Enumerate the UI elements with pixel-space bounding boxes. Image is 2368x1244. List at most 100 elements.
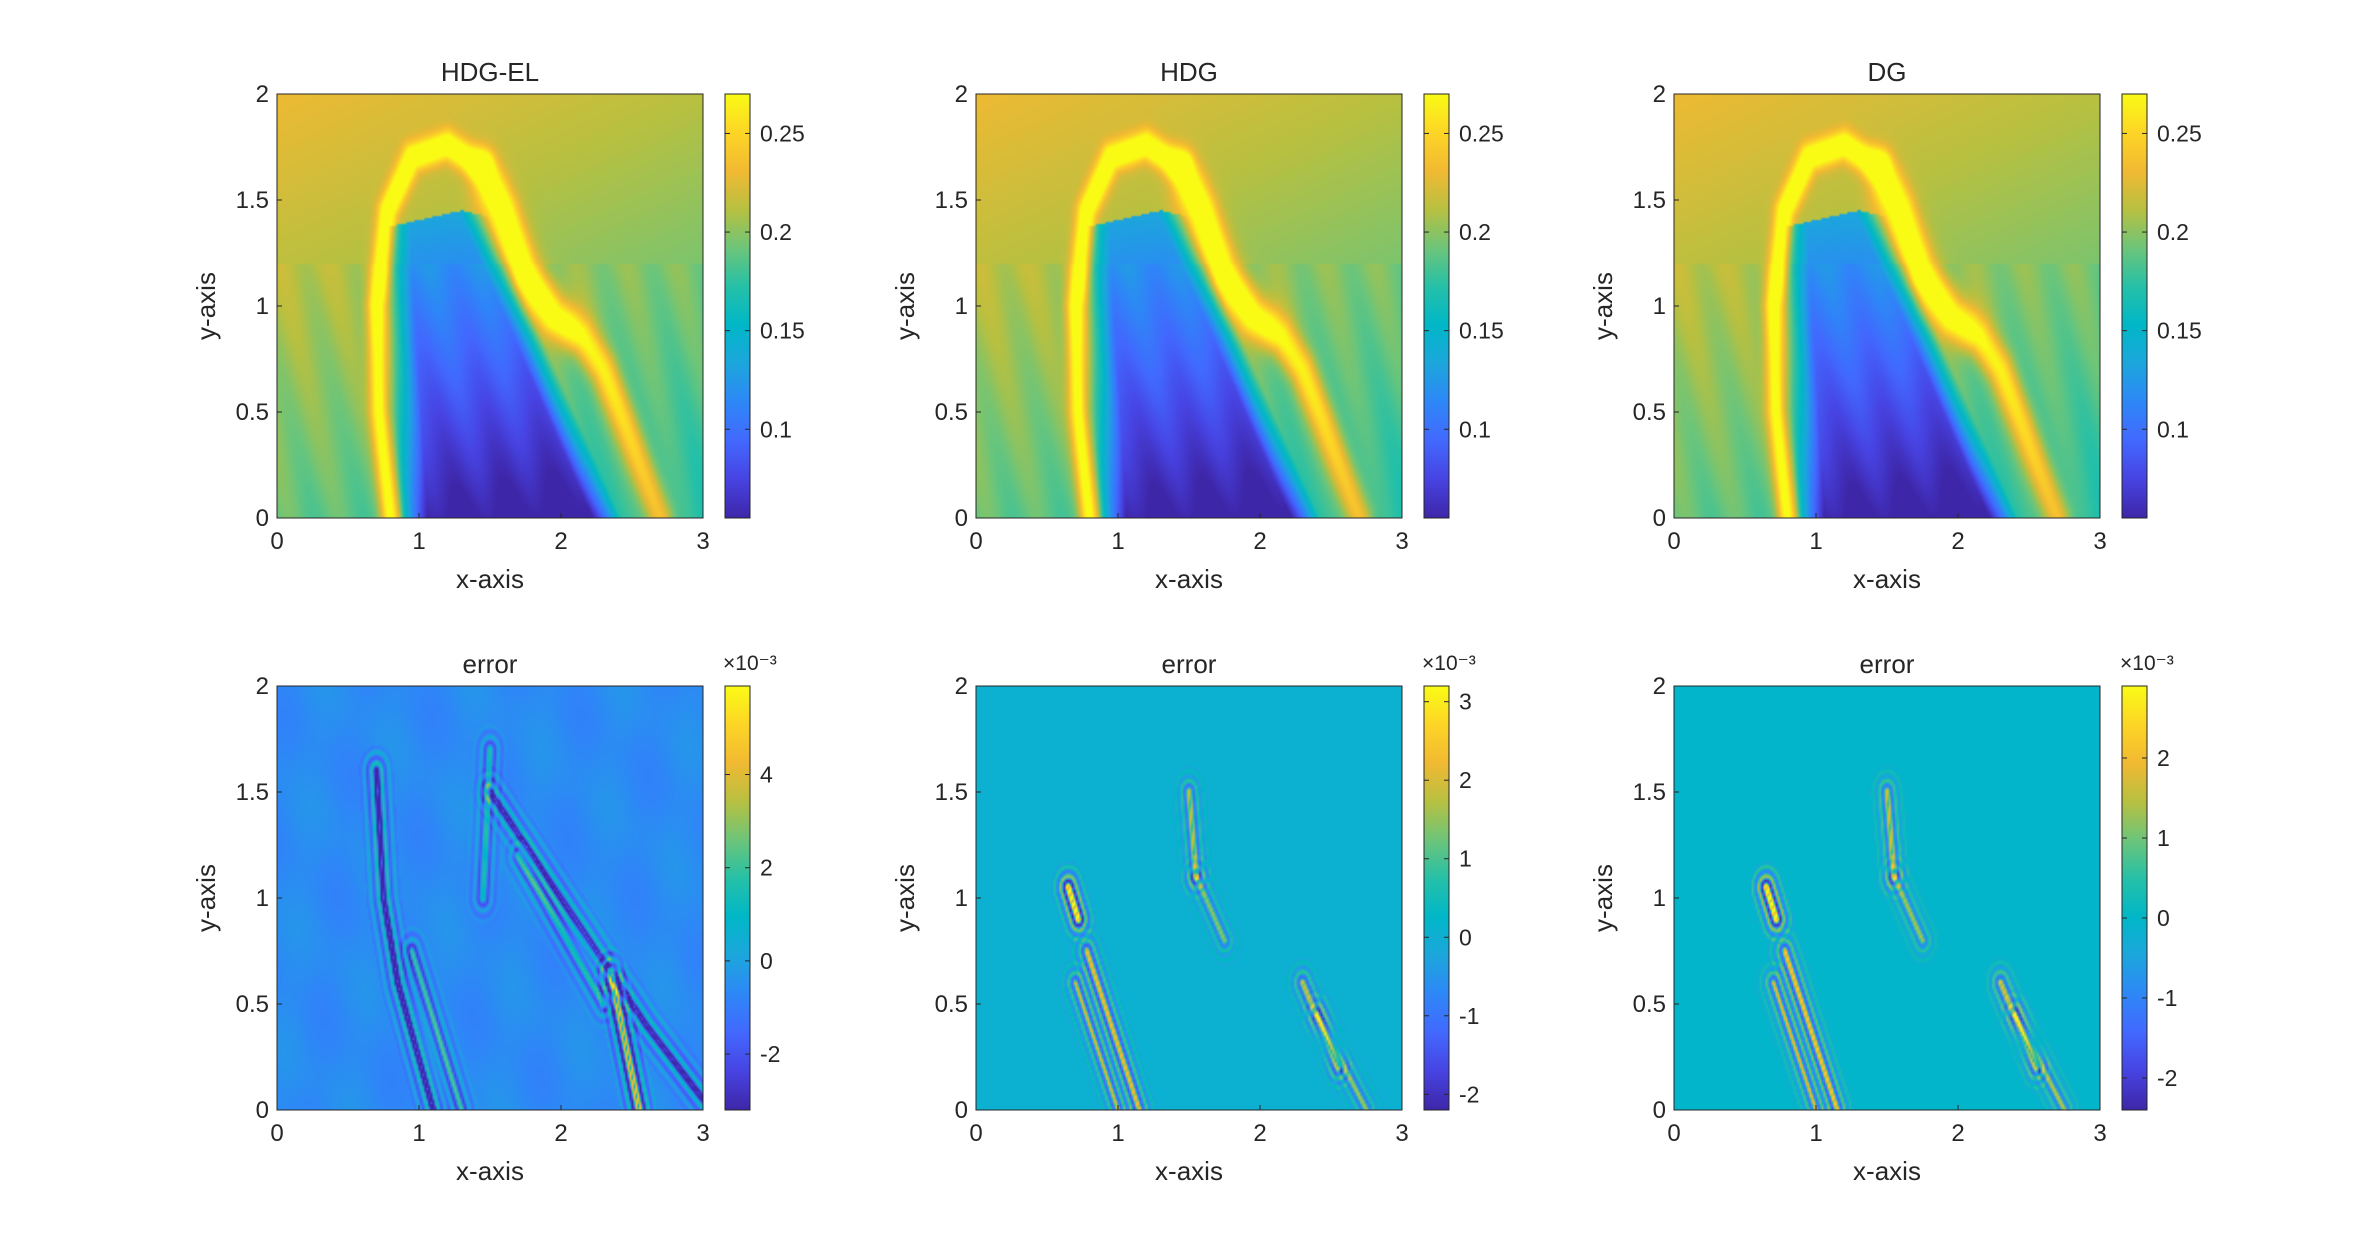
heatmap-image bbox=[277, 686, 703, 1110]
plot-title: error bbox=[1860, 649, 1915, 679]
colorbar-tick-label: -1 bbox=[1459, 1003, 1479, 1029]
colorbar-tick-label: 0.15 bbox=[1459, 318, 1504, 344]
x-tick-label: 0 bbox=[969, 528, 982, 555]
x-tick-label: 2 bbox=[1253, 1120, 1266, 1147]
x-axis-label: x-axis bbox=[1853, 564, 1921, 594]
x-tick-label: 0 bbox=[1667, 1120, 1680, 1147]
colorbar-multiplier: ×10⁻³ bbox=[2120, 652, 2174, 675]
y-tick-label: 1.5 bbox=[935, 187, 968, 214]
x-tick-label: 2 bbox=[554, 1120, 567, 1147]
colorbar-tick-label: -2 bbox=[760, 1041, 780, 1067]
colorbar-tick-label: 0 bbox=[1459, 924, 1472, 950]
y-tick-label: 1 bbox=[955, 885, 968, 912]
y-tick-label: 0.5 bbox=[935, 399, 968, 426]
plot-title: HDG-EL bbox=[441, 57, 539, 87]
colorbar-tick-label: 0.2 bbox=[760, 219, 792, 245]
heatmap-image bbox=[976, 94, 1402, 518]
colorbar-tick-label: 0 bbox=[2157, 905, 2170, 931]
x-tick-label: 1 bbox=[1111, 528, 1124, 555]
colorbar-multiplier: ×10⁻³ bbox=[723, 652, 777, 675]
y-tick-label: 0 bbox=[256, 505, 269, 532]
colorbar-tick-label: 0.25 bbox=[2157, 120, 2202, 146]
subplot-5: error 0 1 2 3 0 0.5 1 1.5 2 x-axis y-axis -2 -1 0 1 2 3 ×1… bbox=[890, 649, 1479, 1186]
y-tick-label: 1 bbox=[1653, 885, 1666, 912]
subplot-4: error 0 1 2 3 0 0.5 1 1.5 2 x-axis y-axis -2 0 2 4 ×10⁻³ bbox=[191, 649, 780, 1186]
colorbar-tick-label: 0.1 bbox=[2157, 416, 2189, 442]
x-tick-label: 0 bbox=[969, 1120, 982, 1147]
y-tick-label: 1.5 bbox=[1633, 187, 1666, 214]
y-tick-label: 0.5 bbox=[1633, 399, 1666, 426]
y-tick-label: 0 bbox=[256, 1097, 269, 1124]
colorbar bbox=[1423, 93, 1450, 519]
y-tick-label: 1.5 bbox=[1633, 779, 1666, 806]
colorbar-tick-label: -2 bbox=[2157, 1065, 2177, 1091]
y-axis-label: y-axis bbox=[191, 864, 221, 932]
x-tick-label: 3 bbox=[1395, 1120, 1408, 1147]
y-tick-label: 0 bbox=[1653, 505, 1666, 532]
heatmap-image bbox=[1674, 686, 2100, 1110]
x-tick-label: 3 bbox=[2093, 528, 2106, 555]
colorbar-tick-label: 3 bbox=[1459, 689, 1472, 715]
y-tick-label: 0 bbox=[955, 1097, 968, 1124]
subplot-3: DG 0 1 2 3 0 0.5 1 1.5 2 x-axis y-axis 0.1 0.15 0.2 0.2… bbox=[1588, 57, 2202, 594]
x-tick-label: 3 bbox=[696, 528, 709, 555]
colorbar-tick-label: 0.1 bbox=[1459, 416, 1491, 442]
colorbar-tick-label: 2 bbox=[2157, 745, 2170, 771]
plot-title: error bbox=[463, 649, 518, 679]
heatmap-image bbox=[277, 94, 703, 518]
colorbar-tick-label: 0 bbox=[760, 948, 773, 974]
y-tick-label: 0.5 bbox=[236, 399, 269, 426]
y-tick-label: 2 bbox=[1653, 673, 1666, 700]
colorbar-multiplier: ×10⁻³ bbox=[1422, 652, 1476, 675]
x-tick-label: 3 bbox=[2093, 1120, 2106, 1147]
y-axis-label: y-axis bbox=[191, 272, 221, 340]
x-axis-label: x-axis bbox=[1853, 1156, 1921, 1186]
y-tick-label: 0 bbox=[955, 505, 968, 532]
colorbar-tick-label: 1 bbox=[2157, 825, 2170, 851]
x-axis-label: x-axis bbox=[456, 564, 524, 594]
colorbar bbox=[1423, 685, 1450, 1111]
y-tick-label: 2 bbox=[1653, 81, 1666, 108]
colorbar-tick-label: 0.2 bbox=[2157, 219, 2189, 245]
x-tick-label: 1 bbox=[412, 1120, 425, 1147]
y-tick-label: 1.5 bbox=[236, 779, 269, 806]
colorbar-tick-label: 0.15 bbox=[760, 318, 805, 344]
colorbar-tick-label: 0.25 bbox=[760, 120, 805, 146]
colorbar-tick-label: 0.15 bbox=[2157, 318, 2202, 344]
y-tick-label: 0 bbox=[1653, 1097, 1666, 1124]
x-tick-label: 2 bbox=[1951, 528, 1964, 555]
x-tick-label: 0 bbox=[270, 1120, 283, 1147]
heatmap-image bbox=[1674, 94, 2100, 518]
colorbar-tick-label: 0.25 bbox=[1459, 120, 1504, 146]
x-tick-label: 3 bbox=[1395, 528, 1408, 555]
x-tick-label: 1 bbox=[1111, 1120, 1124, 1147]
y-tick-label: 1 bbox=[256, 293, 269, 320]
plot-title: error bbox=[1162, 649, 1217, 679]
x-tick-label: 3 bbox=[696, 1120, 709, 1147]
y-tick-label: 2 bbox=[955, 81, 968, 108]
y-tick-label: 1.5 bbox=[935, 779, 968, 806]
x-axis-label: x-axis bbox=[1155, 564, 1223, 594]
y-tick-label: 0.5 bbox=[236, 991, 269, 1018]
y-tick-label: 2 bbox=[256, 673, 269, 700]
y-axis-label: y-axis bbox=[1588, 864, 1618, 932]
colorbar-tick-label: -2 bbox=[1459, 1081, 1479, 1107]
x-tick-label: 1 bbox=[412, 528, 425, 555]
y-axis-label: y-axis bbox=[890, 864, 920, 932]
x-tick-label: 0 bbox=[270, 528, 283, 555]
x-tick-label: 2 bbox=[1951, 1120, 1964, 1147]
colorbar-tick-label: -1 bbox=[2157, 985, 2177, 1011]
y-tick-label: 1 bbox=[256, 885, 269, 912]
colorbar-tick-label: 0.1 bbox=[760, 416, 792, 442]
y-tick-label: 1 bbox=[1653, 293, 1666, 320]
subplot-1: HDG-EL 0 1 2 3 0 0.5 1 1.5 2 x-axis y-axis 0.1 0.15 0.… bbox=[191, 57, 805, 594]
y-tick-label: 0.5 bbox=[1633, 991, 1666, 1018]
colorbar bbox=[724, 685, 751, 1111]
x-tick-label: 0 bbox=[1667, 528, 1680, 555]
colorbar bbox=[2121, 685, 2148, 1111]
colorbar-tick-label: 4 bbox=[760, 762, 773, 788]
colorbar-tick-label: 1 bbox=[1459, 846, 1472, 872]
x-tick-label: 1 bbox=[1809, 1120, 1822, 1147]
subplot-2: HDG 0 1 2 3 0 0.5 1 1.5 2 x-axis y-axis 0.1 0.15 0.2 0.… bbox=[890, 57, 1504, 594]
